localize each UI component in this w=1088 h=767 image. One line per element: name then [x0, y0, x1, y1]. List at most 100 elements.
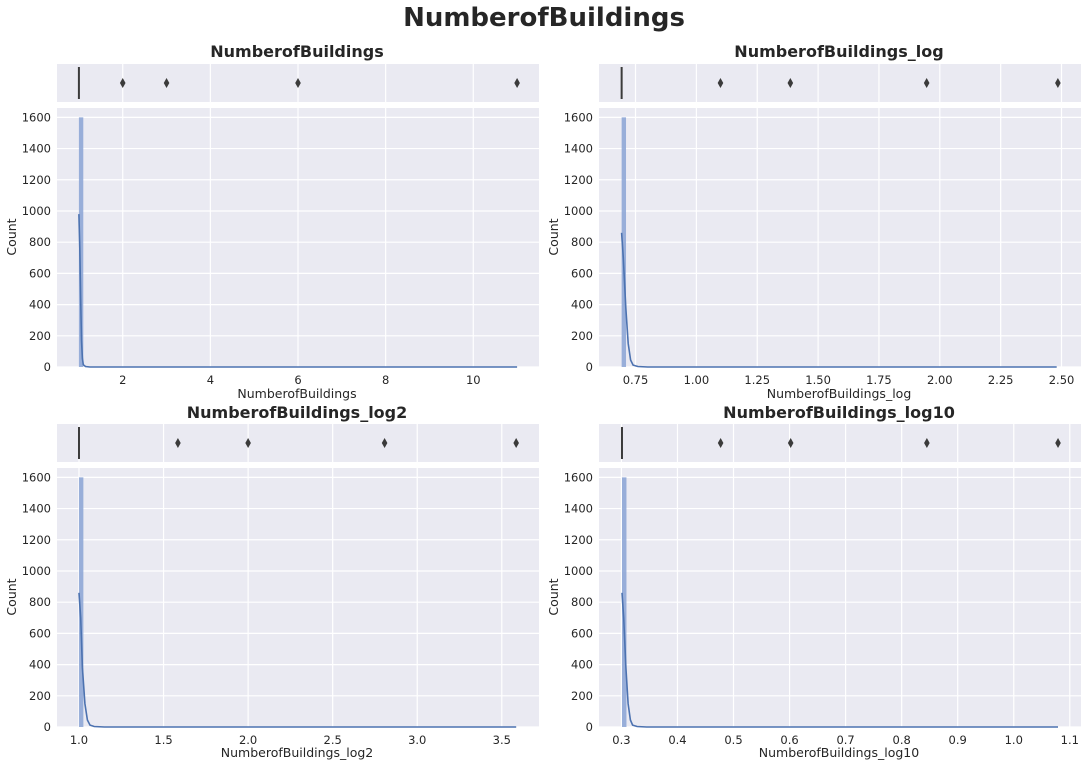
x-tick-label: 1.00	[684, 373, 710, 387]
x-tick-label: 0.8	[893, 733, 911, 747]
boxplot-outlier	[175, 438, 181, 448]
x-tick-label: 1.0	[1005, 733, 1023, 747]
x-tick-label: 0.3	[612, 733, 630, 747]
histogram-bar	[621, 477, 627, 727]
boxplot-outlier	[245, 438, 251, 448]
y-tick-label: 0	[44, 720, 51, 734]
boxplot-panel	[57, 424, 539, 462]
x-tick-label: 1.75	[866, 373, 892, 387]
x-tick-label: 10	[466, 373, 481, 387]
y-tick-label: 0	[586, 360, 593, 374]
histogram-bar	[621, 117, 627, 367]
x-tick-label: 2.5	[324, 733, 342, 747]
y-tick-label: 400	[29, 298, 51, 312]
y-tick-label: 1000	[22, 204, 51, 218]
x-axis-label: NumberofBuildings_log2	[221, 745, 373, 760]
subplot-title: NumberofBuildings_log10	[723, 403, 955, 422]
subplot-1: NumberofBuildings 0 200 400 600 800 1000 1200 14…	[4, 42, 539, 401]
subplot-title: NumberofBuildings_log	[734, 42, 943, 61]
y-tick-label: 1200	[564, 173, 593, 187]
y-axis-label: Count	[4, 218, 19, 255]
y-tick-label: 600	[571, 626, 593, 640]
x-tick-label: 1.50	[805, 373, 831, 387]
y-tick-label: 1200	[564, 533, 593, 547]
figure-title: NumberofBuildings	[403, 3, 685, 33]
y-tick-label: 400	[571, 298, 593, 312]
x-tick-label: 1.0	[70, 733, 88, 747]
x-tick-label: 2.0	[239, 733, 257, 747]
y-axis-label: Count	[4, 578, 19, 615]
boxplot-outlier	[787, 78, 794, 88]
x-tick-label: 0.6	[780, 733, 798, 747]
subplot-title: NumberofBuildings	[210, 42, 383, 61]
boxplot-outlier	[163, 78, 170, 88]
y-tick-label: 1000	[22, 564, 51, 578]
y-tick-label: 400	[571, 658, 593, 672]
x-tick-label: 0.5	[724, 733, 742, 747]
x-axis-label: NumberofBuildings_log10	[759, 745, 919, 760]
y-tick-label: 800	[571, 235, 593, 249]
boxplot-outlier	[787, 438, 794, 448]
boxplot-panel	[599, 424, 1081, 462]
x-tick-label: 2.25	[988, 373, 1014, 387]
boxplot-outlier	[923, 78, 930, 88]
y-tick-label: 0	[44, 360, 51, 374]
y-tick-label: 600	[571, 266, 593, 280]
x-tick-label: 3.0	[408, 733, 426, 747]
boxplot-outlier	[924, 438, 930, 448]
y-tick-label: 1200	[22, 173, 51, 187]
x-axis-label: NumberofBuildings_log	[767, 386, 912, 401]
y-tick-label: 200	[29, 329, 51, 343]
y-tick-label: 1600	[564, 110, 593, 124]
x-tick-label: 6	[294, 373, 301, 387]
y-tick-label: 1200	[22, 533, 51, 547]
boxplot-outlier	[513, 438, 519, 448]
kde-curve	[78, 592, 517, 728]
subplot-title: NumberofBuildings_log2	[187, 403, 408, 422]
y-tick-label: 1000	[564, 204, 593, 218]
y-tick-label: 200	[29, 689, 51, 703]
histogram-panel	[599, 108, 1081, 367]
kde-curve	[620, 232, 1057, 368]
x-tick-label: 1.5	[154, 733, 172, 747]
boxplot-outlier	[717, 78, 724, 88]
y-axis-label: Count	[546, 218, 561, 255]
subplot-2: NumberofBuildings_log 0 200 400 600 800 1000 12…	[546, 42, 1081, 401]
boxplot-outlier	[119, 78, 126, 88]
boxplot-outlier	[1055, 78, 1061, 88]
y-tick-label: 1000	[564, 564, 593, 578]
x-tick-label: 0.7	[836, 733, 854, 747]
y-tick-label: 200	[571, 689, 593, 703]
kde-curve	[78, 214, 518, 368]
x-tick-label: 2	[119, 373, 126, 387]
x-tick-label: 2.50	[1049, 373, 1075, 387]
x-tick-label: 1.1	[1061, 733, 1079, 747]
y-tick-label: 1400	[22, 142, 51, 156]
y-tick-label: 800	[571, 595, 593, 609]
boxplot-outlier	[717, 438, 724, 448]
y-tick-label: 600	[29, 626, 51, 640]
boxplot-outlier	[295, 78, 301, 88]
y-tick-label: 800	[29, 595, 51, 609]
y-axis-label: Count	[546, 578, 561, 615]
histogram-bar	[78, 477, 84, 727]
histogram-panel	[599, 468, 1081, 727]
boxplot-outlier	[514, 78, 520, 88]
histogram-panel	[57, 468, 539, 727]
y-tick-label: 1600	[22, 110, 51, 124]
y-tick-label: 200	[571, 329, 593, 343]
y-tick-label: 1400	[564, 142, 593, 156]
subplot-3: NumberofBuildings_log2 0 200 400 600 800 1000 1…	[4, 403, 539, 760]
x-tick-label: 1.25	[744, 373, 770, 387]
x-axis-label: NumberofBuildings	[237, 386, 356, 401]
boxplot-outlier	[381, 438, 388, 448]
x-tick-label: 0.75	[623, 373, 649, 387]
y-tick-label: 1600	[564, 470, 593, 484]
x-tick-label: 8	[382, 373, 389, 387]
kde-curve	[621, 592, 1058, 728]
y-tick-label: 1600	[22, 470, 51, 484]
y-tick-label: 1400	[22, 502, 51, 516]
y-tick-label: 0	[586, 720, 593, 734]
x-tick-label: 0.9	[949, 733, 967, 747]
